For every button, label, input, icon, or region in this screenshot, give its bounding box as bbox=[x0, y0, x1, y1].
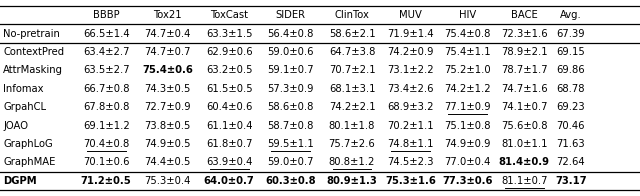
Text: 70.46: 70.46 bbox=[557, 121, 585, 131]
Text: 71.9±1.4: 71.9±1.4 bbox=[388, 28, 434, 39]
Text: Avg.: Avg. bbox=[560, 10, 582, 20]
Text: BACE: BACE bbox=[511, 10, 538, 20]
Text: 73.8±0.5: 73.8±0.5 bbox=[145, 121, 191, 131]
Text: 70.7±2.1: 70.7±2.1 bbox=[329, 65, 375, 75]
Text: 70.4±0.8: 70.4±0.8 bbox=[83, 139, 129, 149]
Text: 74.5±2.3: 74.5±2.3 bbox=[388, 157, 434, 168]
Text: Tox21: Tox21 bbox=[154, 10, 182, 20]
Text: GraphMAE: GraphMAE bbox=[3, 157, 56, 168]
Text: 74.1±0.7: 74.1±0.7 bbox=[501, 102, 547, 112]
Text: 80.8±1.2: 80.8±1.2 bbox=[329, 157, 375, 168]
Text: 63.3±1.5: 63.3±1.5 bbox=[206, 28, 252, 39]
Text: 74.2±2.1: 74.2±2.1 bbox=[329, 102, 375, 112]
Text: 68.78: 68.78 bbox=[557, 84, 585, 94]
Text: 56.4±0.8: 56.4±0.8 bbox=[268, 28, 314, 39]
Text: 60.4±0.6: 60.4±0.6 bbox=[206, 102, 252, 112]
Text: 63.9±0.4: 63.9±0.4 bbox=[206, 157, 252, 168]
Text: 61.5±0.5: 61.5±0.5 bbox=[206, 84, 252, 94]
Text: 64.0±0.7: 64.0±0.7 bbox=[204, 176, 255, 186]
Text: No-pretrain: No-pretrain bbox=[3, 28, 60, 39]
Text: ContextPred: ContextPred bbox=[3, 47, 65, 57]
Text: 61.1±0.4: 61.1±0.4 bbox=[206, 121, 252, 131]
Text: 60.3±0.8: 60.3±0.8 bbox=[265, 176, 316, 186]
Text: 66.7±0.8: 66.7±0.8 bbox=[83, 84, 129, 94]
Text: SIDER: SIDER bbox=[276, 10, 305, 20]
Text: 73.17: 73.17 bbox=[555, 176, 587, 186]
Text: 74.3±0.5: 74.3±0.5 bbox=[145, 84, 191, 94]
Text: 58.7±0.8: 58.7±0.8 bbox=[268, 121, 314, 131]
Text: 74.4±0.5: 74.4±0.5 bbox=[145, 157, 191, 168]
Text: 74.7±1.6: 74.7±1.6 bbox=[501, 84, 547, 94]
Text: 74.7±0.4: 74.7±0.4 bbox=[145, 28, 191, 39]
Text: ToxCast: ToxCast bbox=[210, 10, 248, 20]
Text: 81.4±0.9: 81.4±0.9 bbox=[499, 157, 550, 168]
Text: 77.1±0.9: 77.1±0.9 bbox=[444, 102, 490, 112]
Text: 75.4±1.1: 75.4±1.1 bbox=[444, 47, 490, 57]
Text: 59.1±0.7: 59.1±0.7 bbox=[268, 65, 314, 75]
Text: MUV: MUV bbox=[399, 10, 422, 20]
Text: 70.1±0.6: 70.1±0.6 bbox=[83, 157, 129, 168]
Text: 68.1±3.1: 68.1±3.1 bbox=[329, 84, 375, 94]
Text: 74.2±0.9: 74.2±0.9 bbox=[388, 47, 434, 57]
Text: 75.3±0.4: 75.3±0.4 bbox=[145, 176, 191, 186]
Text: 63.4±2.7: 63.4±2.7 bbox=[83, 47, 129, 57]
Text: 61.8±0.7: 61.8±0.7 bbox=[206, 139, 252, 149]
Text: 71.63: 71.63 bbox=[557, 139, 585, 149]
Text: 80.1±1.8: 80.1±1.8 bbox=[329, 121, 375, 131]
Text: HIV: HIV bbox=[459, 10, 476, 20]
Text: 78.9±2.1: 78.9±2.1 bbox=[501, 47, 547, 57]
Text: 71.2±0.5: 71.2±0.5 bbox=[81, 176, 132, 186]
Text: BBBP: BBBP bbox=[93, 10, 120, 20]
Text: 75.4±0.8: 75.4±0.8 bbox=[444, 28, 490, 39]
Text: 80.9±1.3: 80.9±1.3 bbox=[326, 176, 378, 186]
Text: AttrMasking: AttrMasking bbox=[3, 65, 63, 75]
Text: Infomax: Infomax bbox=[3, 84, 44, 94]
Text: 74.9±0.9: 74.9±0.9 bbox=[444, 139, 490, 149]
Text: 57.3±0.9: 57.3±0.9 bbox=[268, 84, 314, 94]
Text: ClinTox: ClinTox bbox=[335, 10, 369, 20]
Text: GrpahCL: GrpahCL bbox=[3, 102, 46, 112]
Text: 58.6±0.8: 58.6±0.8 bbox=[268, 102, 314, 112]
Text: 68.9±3.2: 68.9±3.2 bbox=[388, 102, 434, 112]
Text: 72.7±0.9: 72.7±0.9 bbox=[145, 102, 191, 112]
Text: 63.5±2.7: 63.5±2.7 bbox=[83, 65, 129, 75]
Text: 75.7±2.6: 75.7±2.6 bbox=[328, 139, 376, 149]
Text: 59.0±0.7: 59.0±0.7 bbox=[268, 157, 314, 168]
Text: 59.5±1.1: 59.5±1.1 bbox=[267, 139, 314, 149]
Text: 67.39: 67.39 bbox=[557, 28, 585, 39]
Text: 78.7±1.7: 78.7±1.7 bbox=[501, 65, 547, 75]
Text: 67.8±0.8: 67.8±0.8 bbox=[83, 102, 129, 112]
Text: 69.15: 69.15 bbox=[557, 47, 585, 57]
Text: 75.3±1.6: 75.3±1.6 bbox=[385, 176, 436, 186]
Text: 81.0±1.1: 81.0±1.1 bbox=[501, 139, 547, 149]
Text: GraphLoG: GraphLoG bbox=[3, 139, 53, 149]
Text: 75.4±0.6: 75.4±0.6 bbox=[142, 65, 193, 75]
Text: JOAO: JOAO bbox=[3, 121, 28, 131]
Text: 64.7±3.8: 64.7±3.8 bbox=[329, 47, 375, 57]
Text: 72.64: 72.64 bbox=[557, 157, 585, 168]
Text: 72.3±1.6: 72.3±1.6 bbox=[501, 28, 547, 39]
Text: 62.9±0.6: 62.9±0.6 bbox=[206, 47, 252, 57]
Text: 77.3±0.6: 77.3±0.6 bbox=[442, 176, 492, 186]
Text: 69.86: 69.86 bbox=[557, 65, 585, 75]
Text: 66.5±1.4: 66.5±1.4 bbox=[83, 28, 129, 39]
Text: 69.1±1.2: 69.1±1.2 bbox=[83, 121, 130, 131]
Text: DGPM: DGPM bbox=[3, 176, 37, 186]
Text: 69.23: 69.23 bbox=[557, 102, 585, 112]
Text: 58.6±2.1: 58.6±2.1 bbox=[329, 28, 375, 39]
Text: 74.8±1.1: 74.8±1.1 bbox=[388, 139, 434, 149]
Text: 63.2±0.5: 63.2±0.5 bbox=[206, 65, 252, 75]
Text: 59.0±0.6: 59.0±0.6 bbox=[268, 47, 314, 57]
Text: 73.4±2.6: 73.4±2.6 bbox=[388, 84, 434, 94]
Text: 81.1±0.7: 81.1±0.7 bbox=[501, 176, 547, 186]
Text: 75.2±1.0: 75.2±1.0 bbox=[444, 65, 490, 75]
Text: 75.6±0.8: 75.6±0.8 bbox=[501, 121, 547, 131]
Text: 74.7±0.7: 74.7±0.7 bbox=[145, 47, 191, 57]
Text: 75.1±0.8: 75.1±0.8 bbox=[444, 121, 490, 131]
Text: 73.1±2.2: 73.1±2.2 bbox=[388, 65, 434, 75]
Text: 74.9±0.5: 74.9±0.5 bbox=[145, 139, 191, 149]
Text: 74.2±1.2: 74.2±1.2 bbox=[444, 84, 490, 94]
Text: 70.2±1.1: 70.2±1.1 bbox=[388, 121, 434, 131]
Text: 77.0±0.4: 77.0±0.4 bbox=[444, 157, 490, 168]
